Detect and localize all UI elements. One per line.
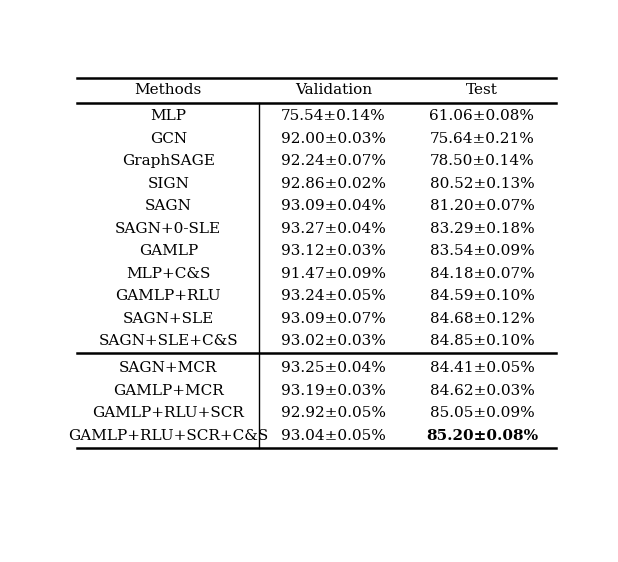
Text: 92.00±0.03%: 92.00±0.03% [281, 132, 386, 146]
Text: SIGN: SIGN [147, 177, 189, 191]
Text: 84.59±0.10%: 84.59±0.10% [430, 289, 535, 303]
Text: GAMLP+RLU+SCR+C&S: GAMLP+RLU+SCR+C&S [68, 429, 268, 443]
Text: 61.06±0.08%: 61.06±0.08% [430, 110, 535, 123]
Text: 83.29±0.18%: 83.29±0.18% [430, 222, 535, 236]
Text: MLP+C&S: MLP+C&S [126, 267, 211, 281]
Text: 91.47±0.09%: 91.47±0.09% [281, 267, 386, 281]
Text: SAGN+MCR: SAGN+MCR [119, 361, 218, 375]
Text: Validation: Validation [295, 83, 372, 97]
Text: MLP: MLP [150, 110, 186, 123]
Text: 83.54±0.09%: 83.54±0.09% [430, 244, 535, 259]
Text: 93.25±0.04%: 93.25±0.04% [281, 361, 386, 375]
Text: GAMLP+RLU: GAMLP+RLU [116, 289, 221, 303]
Text: 84.85±0.10%: 84.85±0.10% [430, 334, 535, 348]
Text: 93.09±0.04%: 93.09±0.04% [281, 200, 386, 214]
Text: 92.24±0.07%: 92.24±0.07% [281, 155, 386, 169]
Text: SAGN+SLE+C&S: SAGN+SLE+C&S [98, 334, 238, 348]
Text: 93.04±0.05%: 93.04±0.05% [281, 429, 386, 443]
Text: GAMLP+MCR: GAMLP+MCR [113, 384, 224, 398]
Text: 84.62±0.03%: 84.62±0.03% [430, 384, 535, 398]
Text: GCN: GCN [150, 132, 187, 146]
Text: 84.41±0.05%: 84.41±0.05% [430, 361, 535, 375]
Text: Test: Test [466, 83, 498, 97]
Text: 85.05±0.09%: 85.05±0.09% [430, 406, 535, 420]
Text: 93.12±0.03%: 93.12±0.03% [281, 244, 386, 259]
Text: GAMLP: GAMLP [138, 244, 198, 259]
Text: 92.92±0.05%: 92.92±0.05% [281, 406, 386, 420]
Text: 93.19±0.03%: 93.19±0.03% [281, 384, 386, 398]
Text: 92.86±0.02%: 92.86±0.02% [281, 177, 386, 191]
Text: 75.64±0.21%: 75.64±0.21% [430, 132, 535, 146]
Text: 84.18±0.07%: 84.18±0.07% [430, 267, 535, 281]
Text: 93.27±0.04%: 93.27±0.04% [281, 222, 386, 236]
Text: GAMLP+RLU+SCR: GAMLP+RLU+SCR [92, 406, 244, 420]
Text: 93.02±0.03%: 93.02±0.03% [281, 334, 386, 348]
Text: SAGN+0-SLE: SAGN+0-SLE [115, 222, 221, 236]
Text: 78.50±0.14%: 78.50±0.14% [430, 155, 535, 169]
Text: 75.54±0.14%: 75.54±0.14% [281, 110, 386, 123]
Text: SAGN: SAGN [145, 200, 192, 214]
Text: GraphSAGE: GraphSAGE [122, 155, 214, 169]
Text: Methods: Methods [135, 83, 202, 97]
Text: SAGN+SLE: SAGN+SLE [122, 312, 214, 326]
Text: 84.68±0.12%: 84.68±0.12% [430, 312, 535, 326]
Text: 85.20±0.08%: 85.20±0.08% [426, 429, 538, 443]
Text: 80.52±0.13%: 80.52±0.13% [430, 177, 535, 191]
Text: 93.09±0.07%: 93.09±0.07% [281, 312, 386, 326]
Text: 81.20±0.07%: 81.20±0.07% [430, 200, 535, 214]
Text: 93.24±0.05%: 93.24±0.05% [281, 289, 386, 303]
